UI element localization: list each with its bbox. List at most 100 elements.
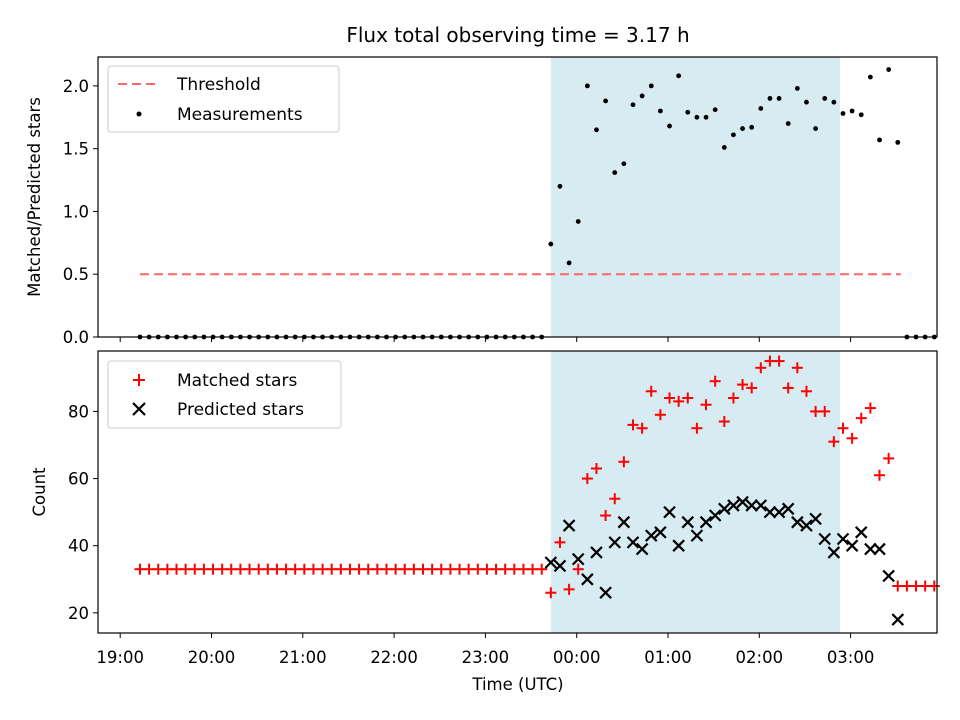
count-y-tick-label: 40	[68, 537, 89, 556]
matched-star-point	[846, 432, 858, 444]
measurement-point	[685, 109, 691, 115]
measurement-point	[877, 137, 882, 143]
x-tick-label: 00:00	[553, 648, 601, 667]
predicted-star-point	[699, 515, 713, 529]
matched-star-point	[718, 416, 730, 427]
measurement-point	[548, 241, 554, 247]
predicted-star-point	[800, 519, 813, 532]
count-panel: 20 40 60 80 19:00 20:00 21:00 22:00 23:00 00:00 0…	[30, 350, 940, 694]
predicted-star-point	[763, 505, 777, 519]
matched-star-point	[828, 436, 840, 448]
measurement-point	[594, 127, 599, 133]
matched-star-point	[773, 355, 785, 367]
matched-star-point	[682, 392, 694, 404]
measurement-point	[785, 121, 791, 126]
measurement-point	[886, 67, 892, 72]
predicted-star-point	[809, 512, 822, 526]
matched-star-point	[600, 510, 612, 521]
ratio-y-tick-label: 1.0	[63, 202, 89, 221]
predicted-star-point	[891, 613, 905, 626]
legend-measurements-swatch	[136, 111, 142, 117]
measurement-point	[867, 74, 873, 80]
measurement-point	[621, 161, 627, 167]
matched-star-point	[782, 382, 794, 394]
measurement-point	[575, 219, 581, 224]
matched-star-point	[664, 392, 676, 404]
measurement-point	[804, 99, 809, 105]
measurement-point	[740, 126, 745, 131]
x-tick-label: 23:00	[462, 648, 510, 667]
measurement-point	[694, 114, 700, 120]
predicted-star-point	[672, 539, 685, 552]
predicted-star-point	[544, 556, 558, 569]
matched-star-point	[864, 402, 876, 414]
predicted-star-point	[599, 586, 612, 599]
count-axes-frame	[97, 350, 938, 634]
measurement-point	[849, 108, 855, 114]
ratio-y-tick-label: 2.0	[63, 77, 89, 96]
legend-matched-label: Matched stars	[177, 371, 297, 391]
matched-star-points	[134, 355, 940, 599]
matched-star-point	[700, 399, 712, 411]
predicted-star-point	[608, 536, 622, 549]
ratio-x-ticks	[119, 337, 852, 342]
legend-measurements-label: Measurements	[177, 105, 303, 125]
predicted-star-point	[690, 529, 704, 542]
predicted-star-point	[845, 539, 859, 552]
measurement-point	[721, 145, 727, 150]
matched-star-point	[536, 563, 548, 575]
measurement-point	[648, 83, 654, 89]
matched-star-point	[581, 473, 593, 485]
legend-matched-swatch	[133, 374, 145, 386]
observing-window-shade-bottom	[550, 351, 840, 633]
measurement-point	[776, 96, 782, 101]
ratio-y-ticks: 0.0 0.5 1.0 1.5 2.0	[63, 77, 98, 347]
predicted-star-point	[781, 502, 795, 516]
x-axis-label: Time (UTC)	[471, 675, 563, 694]
count-y-tick-label: 60	[68, 470, 89, 489]
matched-star-point	[691, 422, 703, 434]
x-tick-label: 01:00	[644, 648, 692, 667]
matched-star-point	[791, 362, 803, 374]
count-y-ticks: 20 40 60 80	[68, 402, 98, 623]
predicted-star-point	[663, 505, 676, 519]
matched-star-point	[855, 412, 867, 424]
matched-star-point	[883, 452, 895, 464]
measurement-point	[831, 99, 837, 105]
legend-predicted-swatch	[132, 402, 146, 416]
matched-star-point	[554, 536, 566, 548]
count-y-tick-label: 20	[68, 604, 89, 623]
ratio-axes-frame	[97, 56, 938, 338]
measurement-point	[822, 96, 828, 101]
matched-star-point	[755, 362, 767, 374]
matched-star-point	[563, 583, 575, 595]
measurement-point	[630, 102, 636, 108]
legend-predicted-label: Predicted stars	[177, 400, 304, 420]
ratio-panel: 0.00.51.01.52.0 Matched/Predicted stars …	[25, 56, 938, 347]
matched-star-point	[645, 385, 657, 397]
predicted-star-point	[617, 515, 631, 529]
matched-star-point	[618, 456, 630, 468]
predicted-star-point	[635, 542, 649, 556]
measurement-point	[584, 83, 590, 89]
ratio-y-axis-label: Matched/Predicted stars	[25, 97, 44, 297]
measurement-point	[767, 96, 773, 101]
predicted-star-point	[571, 552, 585, 566]
predicted-star-point	[754, 499, 768, 512]
measurement-point	[676, 73, 682, 79]
legend-threshold-label: Threshold	[176, 75, 261, 95]
matched-star-point	[837, 422, 849, 434]
x-tick-label: 20:00	[188, 648, 236, 667]
predicted-star-point	[882, 569, 895, 583]
x-tick-label: 19:00	[96, 648, 144, 667]
measurement-point	[858, 112, 864, 118]
matched-star-point	[800, 385, 812, 397]
predicted-star-point	[644, 529, 658, 542]
predicted-star-point	[581, 573, 594, 586]
count-legend-box	[107, 360, 342, 429]
predicted-star-point	[791, 515, 804, 529]
predicted-star-point	[626, 536, 640, 549]
predicted-star-point	[590, 546, 603, 559]
predicted-star-point	[654, 526, 667, 539]
predicted-star-point	[681, 515, 695, 529]
